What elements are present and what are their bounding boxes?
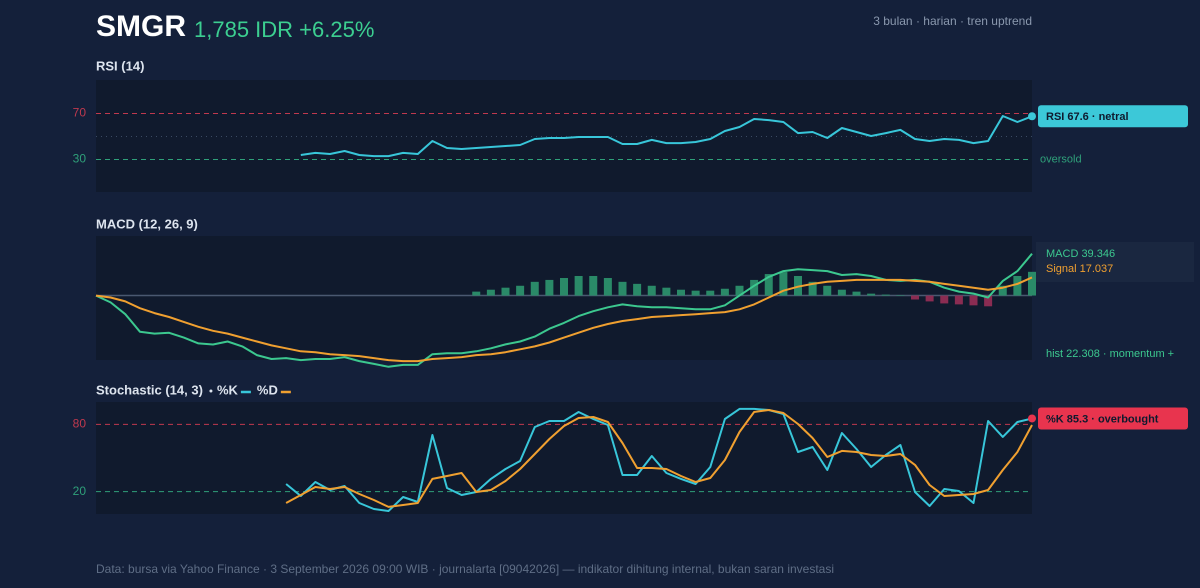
hist-bar (969, 295, 978, 306)
hist-bar (808, 281, 817, 296)
end-dot (1028, 414, 1036, 423)
hist-bar (837, 289, 846, 296)
hist-bar (516, 285, 525, 296)
badge-text: RSI 67.6 · netral (1046, 111, 1129, 123)
hist-bar (472, 291, 481, 296)
series-line (95, 253, 1033, 368)
legend-label: %D (257, 382, 278, 397)
meta: 3 bulan · harian · tren uptrend (873, 14, 1032, 28)
macd-legend-box (1036, 242, 1194, 282)
hist-bar (867, 293, 876, 296)
footer: Data: bursa via Yahoo Finance · 3 Septem… (96, 562, 834, 576)
badge (1038, 105, 1188, 128)
hist-bar (1013, 275, 1022, 296)
hist-bar (998, 285, 1007, 296)
y-tick-label: 80 (73, 417, 87, 431)
panel-title: MACD (12, 26, 9) (96, 216, 198, 231)
end-dot (1028, 112, 1036, 121)
series-line (285, 409, 1033, 508)
separator-dot (209, 389, 213, 393)
hist-bar (530, 281, 539, 296)
y-tick-label: 70 (73, 106, 87, 120)
legend-value: Signal 17.037 (1046, 263, 1113, 275)
hist-bar (486, 289, 495, 296)
hist-bar (633, 283, 642, 296)
hist-bar (911, 295, 919, 300)
quote: 1,785 IDR +6.25% (194, 17, 374, 42)
hist-bar (706, 290, 715, 296)
ticker: SMGR (96, 10, 186, 43)
hist-bar (1028, 271, 1036, 296)
hist-bar (984, 295, 993, 307)
hist-bar (618, 281, 627, 296)
hist-bar (735, 285, 744, 296)
hist-bar (574, 275, 583, 296)
hist-bar (589, 275, 598, 296)
macd-panel (96, 236, 1032, 360)
hist-bar (501, 287, 510, 296)
hist-bar (662, 287, 671, 296)
hist-bar (925, 295, 934, 302)
badge (1038, 407, 1188, 430)
legend-label: %K (217, 382, 239, 397)
hist-bar (779, 272, 788, 296)
hist-bar (881, 294, 890, 296)
hist-bar (560, 278, 568, 296)
series-line (300, 115, 1033, 158)
hist-bar (852, 291, 861, 296)
hist-bar (954, 295, 963, 305)
panel-title: Stochastic (14, 3) (96, 382, 203, 397)
hist-label: hist 22.308 · momentum + (1046, 348, 1174, 360)
hist-bar (750, 279, 759, 296)
hist-bar (677, 289, 685, 296)
annotation: oversold (1040, 153, 1082, 165)
y-tick-label: 30 (73, 152, 87, 166)
y-tick-label: 20 (73, 484, 87, 498)
hist-bar (603, 278, 612, 296)
hist-bar (764, 274, 773, 296)
hist-bar (896, 295, 905, 296)
badge-text: %K 85.3 · overbought (1046, 413, 1159, 425)
hist-bar (823, 285, 832, 296)
stoch-panel (96, 402, 1032, 514)
hist-bar (545, 279, 554, 296)
series-line (285, 407, 1033, 512)
panel-title: RSI (14) (96, 58, 144, 73)
hist-bar (691, 290, 700, 296)
series-line (95, 276, 1033, 363)
hist-bar (720, 288, 729, 296)
hist-bar (647, 285, 656, 296)
legend-value: MACD 39.346 (1046, 248, 1115, 260)
hist-bar (940, 295, 949, 304)
